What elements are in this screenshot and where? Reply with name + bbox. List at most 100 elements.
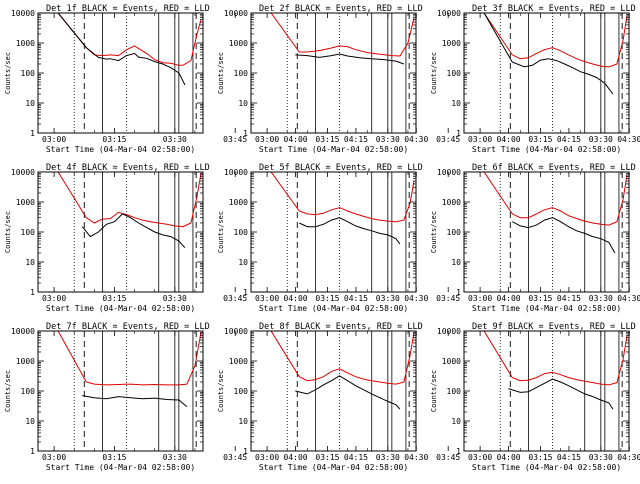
x-tick-label: 03:00: [468, 294, 492, 303]
x-tick-label: 03:00: [255, 294, 279, 303]
y-tick-label: 1000: [16, 198, 35, 207]
x-axis-label: Start Time (04-Mar-04 02:58:00): [259, 463, 408, 472]
x-tick-label: 03:45: [436, 135, 460, 144]
panel-title: Det 2f BLACK = Events, RED = LLD: [259, 4, 423, 14]
x-axis-label: Start Time (04-Mar-04 02:58:00): [46, 304, 195, 313]
series-events-line: [81, 213, 186, 249]
x-tick-label: 03:15: [102, 294, 126, 303]
panel-8: 1 10 100 1000 10000 03:00 03:15 03:30 03:45 04:00…: [217, 322, 640, 472]
panel-title: Det 8f BLACK = Events, RED = LLD: [259, 322, 423, 332]
series-lld-line: [270, 172, 415, 223]
x-tick-label: 04:30: [404, 294, 428, 303]
y-axis-label: Counts/sec: [217, 52, 225, 94]
plot-area: [57, 13, 202, 133]
plot-area: [57, 331, 202, 451]
plot-area: [270, 13, 415, 133]
panel-title: Det 5f BLACK = Events, RED = LLD: [259, 163, 423, 173]
series-lld-line: [57, 172, 202, 228]
x-tick-label: 04:30: [404, 135, 428, 144]
panel-title: Det 9f BLACK = Events, RED = LLD: [472, 322, 636, 332]
x-tick-label: 04:15: [557, 294, 581, 303]
y-tick-label: 1000: [442, 39, 461, 48]
y-tick-label: 10: [451, 417, 461, 426]
x-tick-label: 03:00: [468, 135, 492, 144]
x-tick-label: 04:30: [617, 135, 640, 144]
x-tick-label: 04:00: [284, 135, 308, 144]
series-lld-line: [483, 13, 628, 68]
y-tick-label: 100: [21, 387, 36, 396]
x-tick-label: 03:00: [42, 294, 66, 303]
x-tick-label: 03:00: [42, 135, 66, 144]
y-tick-label: 100: [234, 387, 249, 396]
y-tick-label: 1000: [16, 357, 35, 366]
y-tick-label: 100: [21, 69, 36, 78]
x-axis-label: Start Time (04-Mar-04 02:58:00): [472, 145, 621, 154]
plot-area: [57, 172, 202, 292]
y-tick-label: 10: [238, 258, 248, 267]
plot-frame: [463, 330, 630, 452]
panel-5: 1 10 100 1000 10000 03:00 03:15 03:30 03:45 04:00…: [217, 163, 640, 313]
y-axis-label: Counts/sec: [430, 211, 438, 253]
x-tick-label: 03:45: [436, 453, 460, 462]
y-tick-label: 10000: [11, 327, 35, 336]
y-tick-label: 1: [30, 129, 35, 138]
x-tick-label: 03:15: [102, 135, 126, 144]
x-tick-label: 04:00: [497, 294, 521, 303]
y-tick-label: 10000: [224, 9, 248, 18]
x-tick-label: 03:30: [589, 453, 613, 462]
y-tick-label: 100: [447, 69, 462, 78]
panel-title: Det 6f BLACK = Events, RED = LLD: [472, 163, 636, 173]
x-tick-label: 04:15: [344, 135, 368, 144]
x-tick-label: 04:15: [557, 453, 581, 462]
plot-area: [483, 13, 628, 133]
y-tick-label: 1: [243, 447, 248, 456]
series-events-line: [82, 395, 188, 408]
y-tick-label: 100: [447, 228, 462, 237]
y-tick-label: 10000: [437, 168, 461, 177]
y-tick-label: 1000: [442, 357, 461, 366]
y-axis-label: Counts/sec: [4, 370, 12, 412]
x-tick-label: 03:30: [376, 135, 400, 144]
x-tick-label: 03:15: [528, 453, 552, 462]
y-axis-label: Counts/sec: [217, 370, 225, 412]
panel-3: 1 10 100 1000 10000 03:00 03:15 03:30 03:45 04:00…: [430, 4, 636, 154]
plot-frame: [37, 171, 204, 293]
x-axis-label: Start Time (04-Mar-04 02:58:00): [46, 463, 195, 472]
plot-area: [270, 172, 415, 292]
y-axis-label: Counts/sec: [217, 211, 225, 253]
plot-area: [483, 331, 628, 451]
panel-1: 1 10 100 1000 10000 03:00 03:15 03:30 03:45 04:00…: [4, 4, 429, 154]
x-tick-label: 03:30: [163, 294, 187, 303]
x-tick-label: 03:45: [436, 294, 460, 303]
y-tick-label: 10000: [224, 168, 248, 177]
plot-area: [270, 331, 415, 451]
x-tick-label: 03:30: [376, 294, 400, 303]
x-axis-label: Start Time (04-Mar-04 02:58:00): [46, 145, 195, 154]
x-tick-label: 04:30: [617, 294, 640, 303]
panel-title: Det 3f BLACK = Events, RED = LLD: [472, 4, 636, 14]
series-lld-line: [270, 13, 415, 57]
series-events-line: [57, 13, 186, 86]
y-axis-label: Counts/sec: [4, 52, 12, 94]
y-tick-label: 10: [25, 258, 35, 267]
y-tick-label: 10000: [224, 327, 248, 336]
y-axis-label: Counts/sec: [430, 370, 438, 412]
y-tick-label: 10: [238, 99, 248, 108]
plot-frame: [250, 12, 417, 134]
panel-6: 1 10 100 1000 10000 03:00 03:15 03:30 03:45 04:00…: [430, 163, 636, 313]
x-tick-label: 03:15: [315, 294, 339, 303]
x-tick-label: 03:30: [589, 294, 613, 303]
x-tick-label: 03:30: [163, 135, 187, 144]
x-tick-label: 04:30: [404, 453, 428, 462]
y-tick-label: 1: [243, 288, 248, 297]
panel-2: 1 10 100 1000 10000 03:00 03:15 03:30 03:45 04:00…: [217, 4, 640, 154]
x-tick-label: 03:15: [315, 135, 339, 144]
panel-9: 1 10 100 1000 10000 03:00 03:15 03:30 03:45 04:00…: [430, 322, 636, 472]
x-tick-label: 03:45: [223, 453, 247, 462]
x-axis-label: Start Time (04-Mar-04 02:58:00): [472, 304, 621, 313]
y-tick-label: 1: [456, 129, 461, 138]
x-tick-label: 04:30: [617, 453, 640, 462]
y-tick-label: 1: [30, 288, 35, 297]
